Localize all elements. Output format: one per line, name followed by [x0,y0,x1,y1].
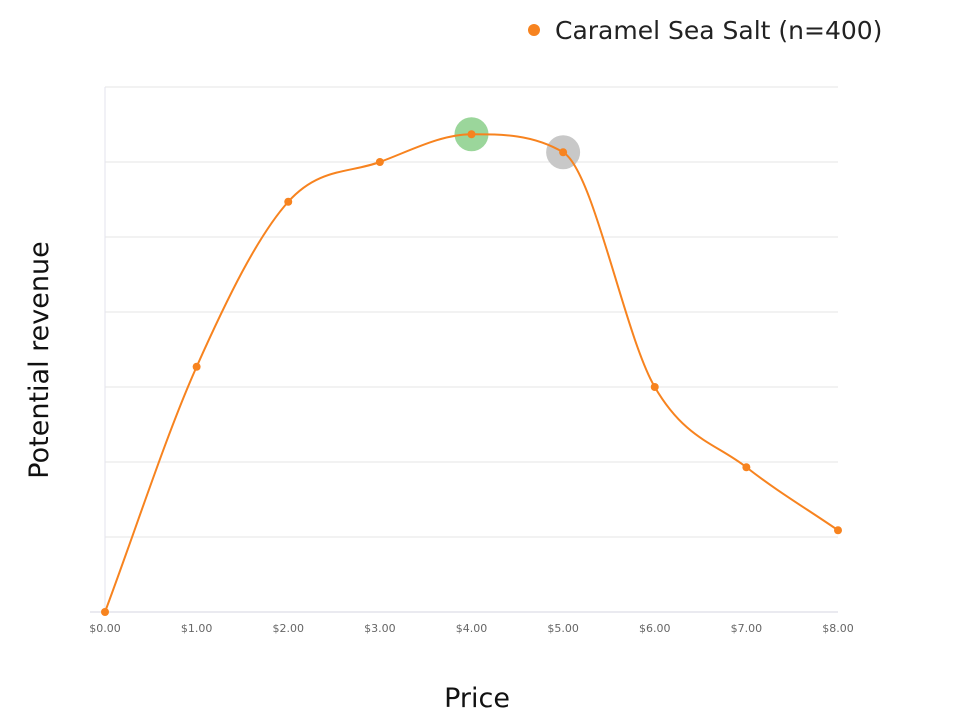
data-point [375,158,384,166]
x-tick-label: $5.00 [547,622,579,635]
data-point [650,383,659,391]
legend-label: Caramel Sea Salt (n=400) [555,16,882,45]
gridlines [105,86,838,538]
data-point [742,463,751,472]
x-tick-label: $7.00 [731,622,763,635]
data-point [192,362,201,371]
x-tick-label: $2.00 [273,622,305,635]
data-point [834,526,842,535]
x-tick-label: $1.00 [181,622,213,635]
data-point [284,197,293,206]
axes [90,87,838,613]
data-point [559,148,568,157]
x-tick-label: $3.00 [364,622,396,635]
x-tick-label: $0.00 [89,622,121,635]
y-axis-title: Potential revenue [24,241,55,478]
x-axis-title: Price [444,683,510,714]
series-layer [101,130,842,616]
legend: Caramel Sea Salt (n=400) [528,16,882,45]
x-tick-label: $4.00 [456,622,488,635]
data-point [101,608,109,616]
x-tick-label: $6.00 [639,622,671,635]
series-line [104,133,839,613]
legend-swatch [528,24,540,36]
x-tick-labels: $0.00 $1.00 $2.00 $3.00 $4.00 $5.00 $6.00 $7.00… [89,622,854,635]
data-point [467,130,476,139]
highlight-markers [454,117,581,170]
x-tick-label: $8.00 [822,622,854,635]
